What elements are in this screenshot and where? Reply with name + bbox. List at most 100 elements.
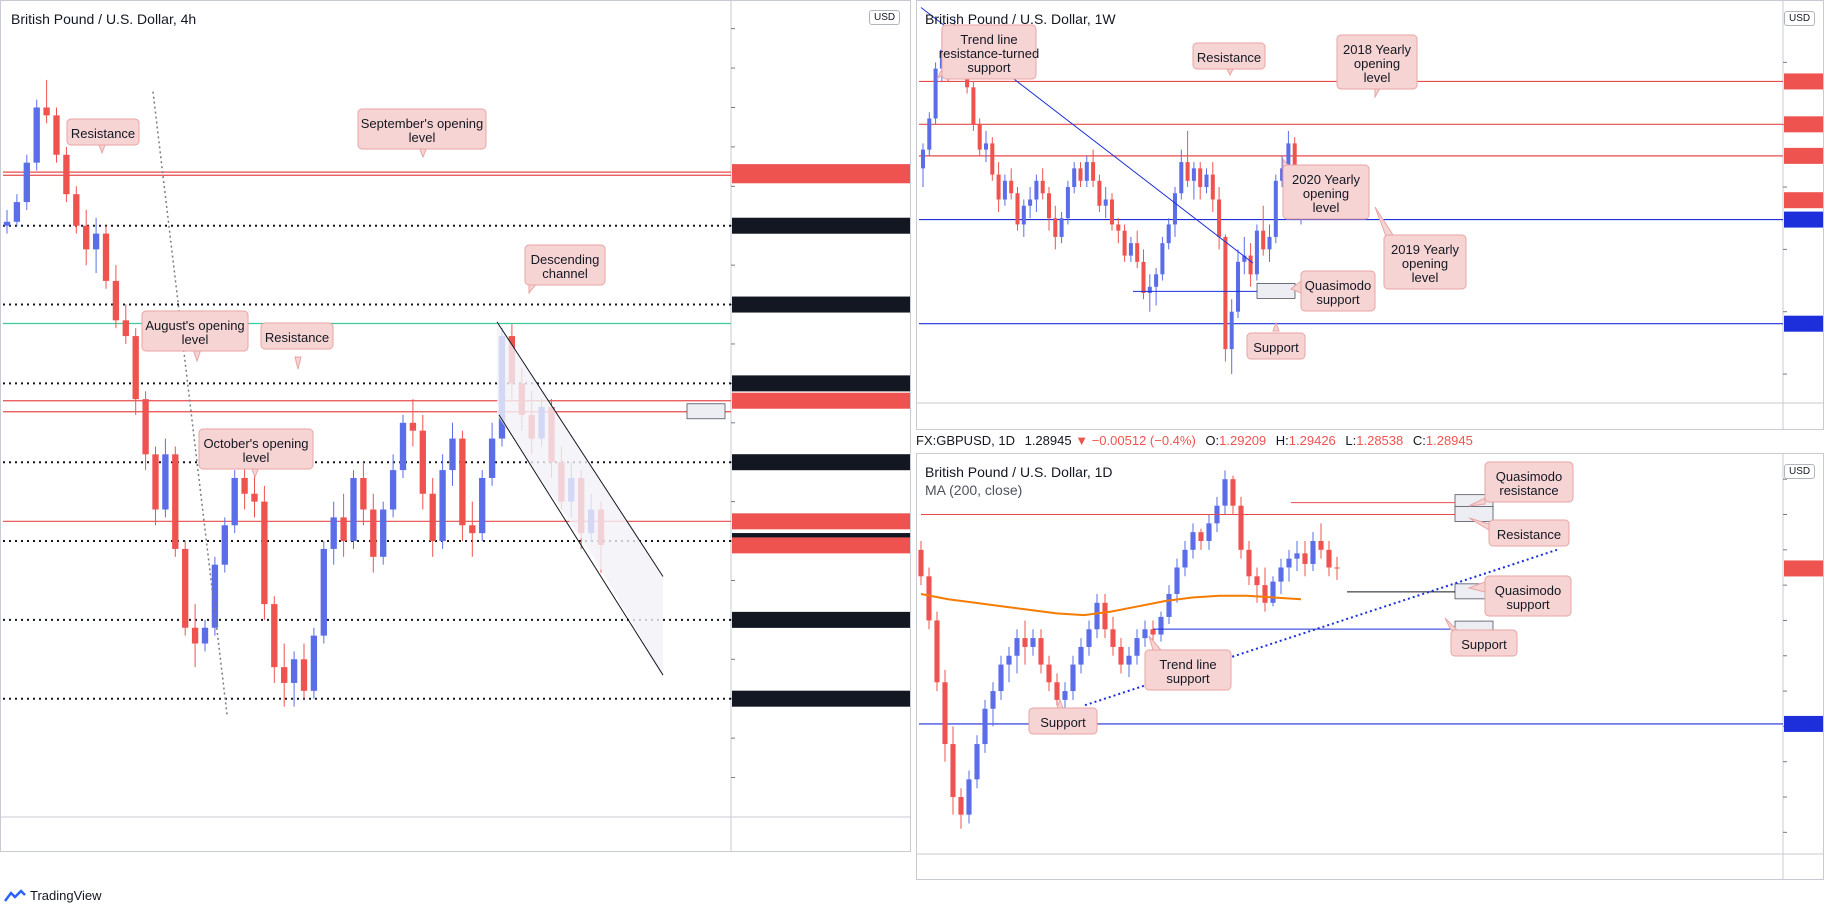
candle-body	[998, 664, 1004, 692]
candle-body	[1191, 168, 1196, 181]
callout-2019-yearly	[1383, 234, 1467, 290]
callout-quasimodo-resistance	[1484, 461, 1574, 503]
candle-body	[350, 477, 357, 542]
candle-body	[990, 143, 995, 175]
callout-resistance-2-text: Resistance	[265, 330, 329, 345]
candle-body	[1103, 199, 1108, 206]
currency-badge-4h[interactable]: USD	[869, 10, 901, 25]
candle-body	[102, 233, 110, 281]
candle-body	[1204, 174, 1209, 188]
chart-panel-4h[interactable]: Resistance September's opening level Descen…	[0, 0, 911, 852]
price-label-tag	[732, 375, 910, 392]
candle-body	[43, 107, 50, 116]
candle-body	[1046, 664, 1052, 683]
callout-quasimodo-support-text: Quasimodo	[1495, 583, 1561, 598]
chart-panel-1d[interactable]: Quasimodo resistance Resistance Quasimodo su…	[916, 453, 1824, 880]
candle-body	[1286, 558, 1292, 568]
price-label-tag	[732, 167, 910, 184]
price-label-tag	[1784, 715, 1823, 732]
price-label-tag	[1784, 147, 1823, 164]
candle-body	[1273, 180, 1278, 237]
candle-body	[300, 659, 308, 691]
candle-body	[409, 422, 417, 431]
ohlc-close: 1.28945	[1425, 433, 1473, 448]
chart-canvas-1w[interactable]: Trend lineresistance-turnedsupportResist…	[917, 1, 1823, 429]
ohlc-symbol: FX:GBPUSD, 1D	[916, 433, 1015, 448]
chart-title-1w: British Pound / U.S. Dollar, 1W	[925, 11, 1116, 27]
candle-body	[1116, 224, 1121, 231]
candle-body	[1028, 199, 1033, 206]
candle-body	[1179, 162, 1184, 194]
callout-trendline-text: resistance-turned	[939, 46, 1039, 61]
candle-body	[1326, 549, 1332, 568]
candle-body	[83, 225, 90, 250]
candle-body	[1172, 193, 1178, 225]
candle-body	[281, 667, 288, 683]
tradingview-brand[interactable]: TradingView	[4, 888, 102, 903]
candle-body	[1091, 162, 1096, 181]
price-label-tag	[732, 513, 910, 530]
chart-subtitle-1d: MA (200, close)	[925, 482, 1023, 498]
callout-2018-yearly-text: level	[1364, 70, 1391, 85]
candle-body	[310, 635, 318, 691]
candle-body	[1229, 311, 1234, 350]
callout-trendline-support	[1144, 649, 1232, 691]
candle-body	[934, 620, 940, 683]
callout-quasimodo-resistance-text: resistance	[1499, 483, 1558, 498]
callout-trendline	[941, 24, 1037, 80]
candle-body	[201, 627, 209, 644]
callout-pointer	[1148, 635, 1163, 651]
candle-body	[112, 280, 120, 321]
candle-body	[1034, 180, 1039, 200]
candle-body	[1141, 261, 1146, 294]
candle-body	[33, 107, 40, 163]
candle-body	[1015, 193, 1020, 225]
candle-body	[1078, 168, 1083, 181]
callout-october-open-text: October's opening	[203, 436, 308, 451]
candle-body	[1030, 638, 1036, 647]
candle-body	[1059, 218, 1064, 237]
callout-pointer	[1272, 321, 1280, 332]
callout-pointer	[1056, 698, 1064, 709]
candle-body	[92, 233, 100, 250]
candle-body	[1072, 168, 1077, 188]
candle-body	[1185, 162, 1190, 181]
candle-body	[191, 627, 199, 644]
candle-body	[971, 87, 976, 125]
callout-support-text: Support	[1253, 340, 1299, 355]
candle-body	[1166, 593, 1172, 617]
candle-body	[1280, 168, 1285, 181]
candle-body	[1154, 274, 1159, 287]
callout-2020-yearly-text: level	[1313, 200, 1340, 215]
price-label-tag	[732, 611, 910, 628]
ohlc-high: 1.29426	[1288, 433, 1336, 448]
callout-trendline-support-text: Trend line	[1159, 657, 1216, 672]
currency-badge-1d[interactable]: USD	[1784, 464, 1816, 479]
candle-body	[1262, 585, 1268, 603]
candle-body	[1014, 638, 1020, 656]
candle-body	[1174, 567, 1180, 594]
price-label-tag	[732, 217, 910, 234]
chart-canvas-1d[interactable]: QuasimodoresistanceResistanceQuasimodosu…	[917, 454, 1823, 879]
small-price-tag	[1256, 282, 1296, 299]
callout-quasimodo-support-text: support	[1506, 597, 1550, 612]
candle-body	[1009, 180, 1014, 194]
candle-body	[152, 454, 159, 510]
candle-body	[1046, 193, 1052, 219]
candle-body	[122, 320, 129, 337]
channel-shade	[497, 321, 663, 676]
callout-2019-yearly-text: level	[1412, 270, 1439, 285]
candle-body	[1254, 230, 1259, 275]
brand-name: TradingView	[30, 888, 102, 903]
candle-body	[1118, 646, 1124, 665]
candle-body	[1053, 218, 1058, 237]
currency-badge-1w[interactable]: USD	[1784, 11, 1816, 26]
candle-body	[1222, 479, 1228, 506]
callout-august-open-text: level	[182, 332, 209, 347]
chart-panel-1w[interactable]: Trend line resistance-turned support Resist…	[916, 0, 1824, 430]
ohlc-bar: FX:GBPUSD, 1D 1.28945 ▼ −0.00512 (−0.4%)…	[916, 433, 1473, 448]
callout-quasimodo-support-text: Quasimodo	[1305, 278, 1371, 293]
candle-body	[926, 576, 932, 621]
price-label-tag	[732, 537, 910, 554]
